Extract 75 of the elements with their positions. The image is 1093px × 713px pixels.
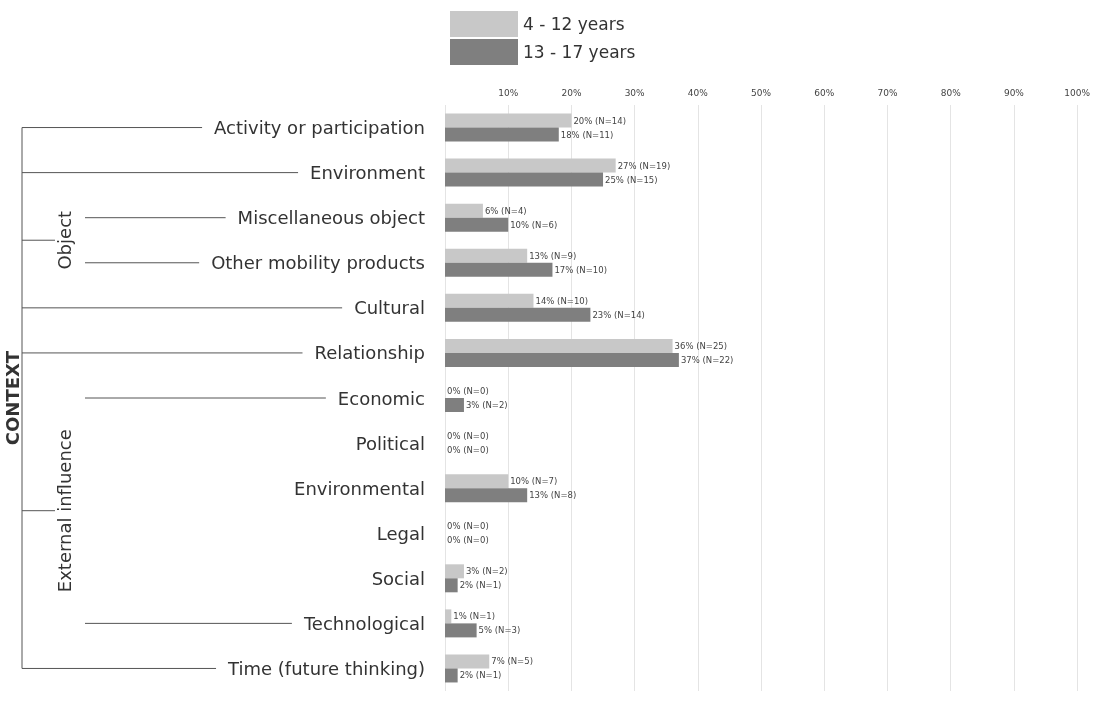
- x-tick-label: 50%: [751, 87, 772, 98]
- data-label: 2% (N=1): [459, 580, 502, 591]
- bar: [445, 158, 616, 173]
- data-label: 20% (N=14): [573, 115, 626, 126]
- bar: [445, 262, 553, 277]
- bar: [445, 113, 572, 128]
- y-tick-label: Relationship: [314, 342, 425, 364]
- bar: [445, 338, 673, 353]
- data-label: 2% (N=1): [459, 670, 502, 681]
- y-tick-label: Other mobility products: [211, 252, 425, 274]
- y-tick-label: Miscellaneous object: [237, 207, 425, 229]
- bar: [445, 293, 534, 308]
- y-tick-label: Technological: [302, 612, 425, 634]
- y-tick-label: Cultural: [354, 297, 425, 319]
- data-label: 18% (N=11): [560, 129, 614, 140]
- x-tick-label: 60%: [814, 87, 835, 98]
- data-label: 17% (N=10): [554, 264, 607, 275]
- data-label: 0% (N=0): [447, 521, 489, 532]
- text: External influence: [53, 429, 75, 593]
- data-label: 0% (N=0): [447, 386, 489, 396]
- bar: [445, 217, 509, 232]
- y-tick-label: Activity or participation: [214, 117, 425, 139]
- data-label: 7% (N=5): [491, 656, 533, 667]
- x-tick-label: 100%: [1064, 87, 1091, 98]
- bar: [445, 668, 458, 683]
- data-label: 3% (N=2): [465, 566, 508, 577]
- data-label: 23% (N=14): [592, 309, 645, 320]
- data-label: 13% (N=8): [529, 490, 577, 501]
- bar: [445, 127, 559, 142]
- legend-label: 4 - 12 years: [523, 14, 625, 34]
- x-tick-label: 30%: [624, 87, 646, 98]
- data-label: 10% (N=6): [510, 219, 558, 230]
- data-label: 5% (N=3): [478, 625, 521, 636]
- data-label: 37% (N=22): [680, 354, 734, 365]
- data-label: 3% (N=2): [465, 400, 508, 410]
- bar: [445, 564, 464, 579]
- y-tick-label: Economic: [337, 387, 425, 409]
- x-tick-label: 40%: [687, 87, 709, 98]
- y-tick-label: Legal: [376, 522, 425, 544]
- data-label: 0% (N=0): [447, 431, 489, 442]
- y-tick-label: Time (future thinking): [227, 657, 425, 679]
- data-label: 10% (N=7): [510, 476, 558, 487]
- data-label: 36% (N=25): [674, 340, 728, 351]
- bar: [445, 488, 528, 503]
- y-tick-label: Political: [355, 432, 425, 454]
- legend-label: 13 - 17 years: [523, 42, 636, 62]
- data-label: 0% (N=0): [447, 445, 489, 456]
- bar: [445, 623, 477, 638]
- data-label: 27% (N=19): [617, 160, 671, 171]
- bar: [445, 609, 452, 624]
- x-tick-label: 90%: [1003, 87, 1025, 98]
- data-label: 13% (N=9): [529, 250, 577, 261]
- bar: [445, 203, 483, 218]
- y-tick-label: Social: [371, 567, 425, 589]
- x-tick-label: 80%: [940, 87, 962, 98]
- bar: [445, 352, 679, 367]
- x-tick-label: 10%: [498, 87, 519, 98]
- data-label: 1% (N=1): [453, 611, 496, 622]
- bar: [445, 578, 458, 593]
- data-label: 14% (N=10): [535, 295, 589, 306]
- bar: [445, 307, 591, 322]
- bar: [445, 474, 509, 489]
- text: CONTEXT: [1, 350, 23, 446]
- bar: [445, 172, 604, 187]
- bar: [445, 398, 464, 412]
- bar: [445, 654, 490, 669]
- x-tick-label: 20%: [561, 87, 582, 98]
- y-tick-label: Environmental: [294, 477, 425, 499]
- data-label: 6% (N=4): [484, 205, 527, 216]
- bar: [445, 248, 528, 263]
- y-tick-label: Environment: [310, 162, 425, 184]
- text: Object: [53, 210, 75, 270]
- x-tick-label: 70%: [877, 87, 898, 98]
- data-label: 25% (N=15): [605, 174, 658, 185]
- data-label: 0% (N=0): [447, 535, 489, 546]
